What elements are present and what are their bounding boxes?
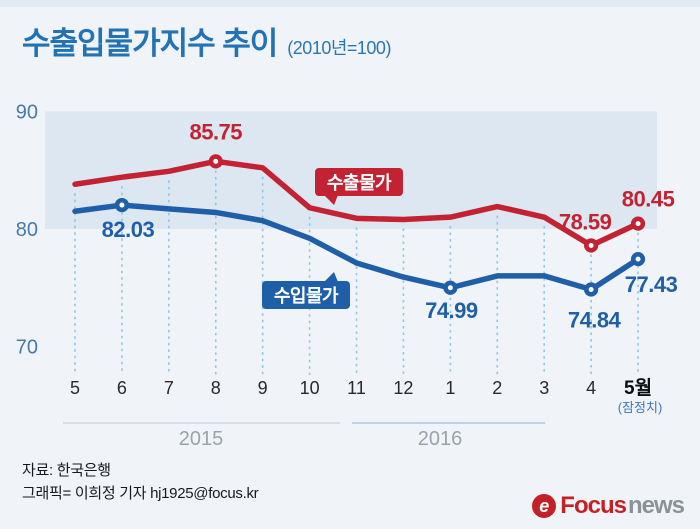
data-point-marker-import (584, 282, 599, 297)
data-point-marker-import (443, 280, 458, 295)
data-point-label-export: 80.45 (622, 187, 675, 212)
year-label-2016: 2016 (418, 428, 463, 450)
focusnews-logo-icon: e (532, 494, 557, 518)
legend-import-price-bubble: 수입물가 (262, 272, 350, 309)
focusnews-logo: e Focus news (532, 492, 685, 520)
data-point-marker-export (630, 216, 646, 231)
logo-suffix-text: news (627, 492, 685, 519)
legend-export-label: 수출물가 (326, 173, 392, 193)
x-tick-label: 5 (70, 378, 80, 398)
title-unit-note: (2010년=100) (287, 38, 391, 58)
data-point-marker-import (630, 251, 646, 267)
data-point-label-import: 77.43 (625, 272, 678, 297)
provisional-note: (잠정치) (618, 400, 663, 415)
x-tick-label: 9 (258, 378, 268, 398)
data-point-marker-export (208, 154, 223, 169)
y-axis-tick-label: 70 (16, 336, 38, 358)
header: 수출입물가지수 추이 (2010년=100) (22, 18, 391, 63)
top-stripe (0, 0, 700, 7)
x-tick-label: 5월 (624, 377, 652, 399)
data-point-label-import: 74.84 (568, 308, 622, 333)
x-tick-label: 7 (164, 378, 174, 398)
data-point-label-export: 85.75 (189, 119, 242, 144)
series-line-export (72, 158, 641, 249)
series-line-import (72, 202, 641, 293)
y-axis-tick-label: 90 (16, 101, 38, 123)
x-tick-label: 11 (347, 378, 366, 398)
footer: 자료: 한국은행 그래픽= 이희정 기자 hj1925@focus.kr (22, 459, 259, 505)
data-point-label-import: 74.99 (425, 298, 478, 323)
x-tick-label: 4 (586, 378, 596, 398)
data-point-marker-export (584, 238, 599, 253)
x-tick-label: 3 (539, 378, 549, 398)
x-tick-label: 6 (117, 378, 127, 398)
x-tick-label: 2 (492, 378, 502, 398)
y-axis-tick-label: 80 (16, 219, 38, 241)
x-tick-label: 10 (300, 378, 320, 398)
page-title: 수출입물가지수 추이 (22, 26, 278, 61)
source-note: 자료: 한국은행 (22, 462, 111, 479)
year-label-2015: 2015 (179, 428, 224, 450)
legend-export-price-bubble: 수출물가 (315, 168, 403, 205)
logo-brand-text: Focus (560, 492, 627, 519)
credit-note: 그래픽= 이희정 기자 hj1925@focus.kr (22, 485, 259, 502)
x-tick-label: 8 (211, 378, 221, 398)
data-point-label-export: 78.59 (559, 209, 612, 234)
legend-import-label: 수입물가 (273, 286, 339, 306)
data-point-label-import: 82.03 (102, 217, 155, 242)
data-point-marker-import (114, 197, 130, 213)
x-tick-label: 1 (445, 378, 455, 398)
x-tick-label: 12 (393, 378, 413, 398)
